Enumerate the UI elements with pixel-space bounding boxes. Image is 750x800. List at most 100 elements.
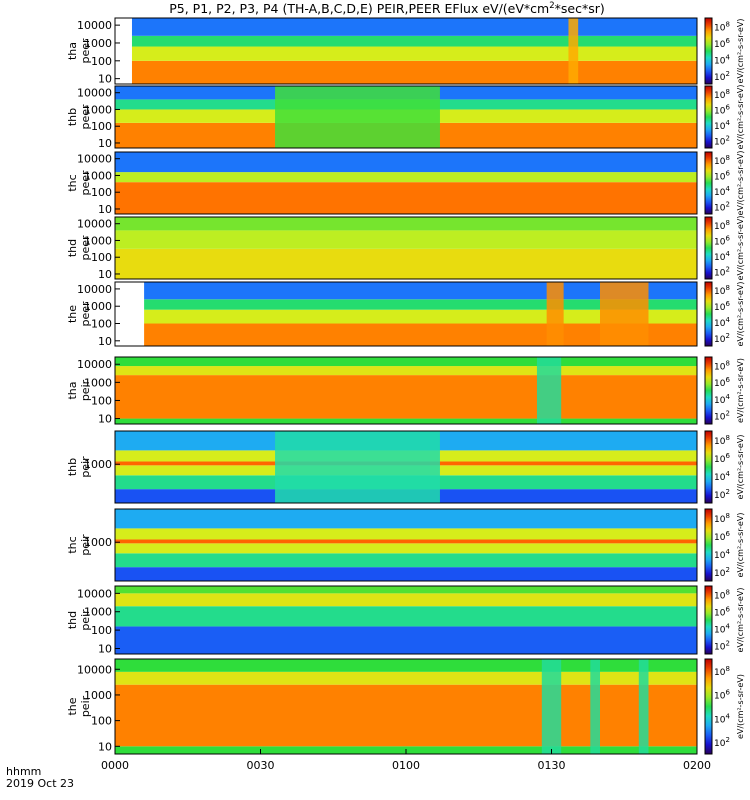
ytick-label: 100 xyxy=(91,55,112,68)
colorbar-tick-label: 104 xyxy=(714,712,730,725)
flux-band xyxy=(115,606,697,627)
ytick-label: 10 xyxy=(98,203,112,216)
colorbar-tick-label: 102 xyxy=(714,736,730,749)
panel-frame xyxy=(114,356,698,425)
ytick-label: 10000 xyxy=(77,663,112,676)
colorbar-tick-label: 108 xyxy=(714,512,730,525)
flux-event xyxy=(590,659,600,754)
ytick-label: 100 xyxy=(91,715,112,728)
data-gap xyxy=(115,18,132,84)
colorbar-tick-label: 104 xyxy=(714,119,730,132)
colorbar-label: eV/(cm²-s-sr-eV) xyxy=(736,85,745,150)
colorbar-scale xyxy=(704,658,713,755)
colorbar-tick-label: 106 xyxy=(714,300,730,313)
colorbar-tick-label: 108 xyxy=(714,20,730,33)
colorbar-tick-label: 104 xyxy=(714,548,730,561)
colorbar-tick-label: 108 xyxy=(714,154,730,167)
colorbar-tick-label: 108 xyxy=(714,434,730,447)
ytick-label: 10000 xyxy=(77,283,112,296)
colorbar-label: eV/(cm²-s-sr-eV) xyxy=(736,358,745,423)
panel-spectrogram xyxy=(115,659,697,754)
colorbar-tick-label: 102 xyxy=(714,566,730,579)
colorbar-tick-label: 108 xyxy=(714,219,730,232)
colorbar-scale xyxy=(704,430,713,504)
panel-tha-peer: 10000 1000 100 10 tha peer 108 106 104 102 eV/(cm²… xyxy=(66,17,745,86)
panel-ylabel: thc peer xyxy=(66,170,92,196)
ytick-label: 1000 xyxy=(84,234,112,247)
probe-label: the xyxy=(66,305,79,323)
flux-band xyxy=(115,35,697,47)
panel-thb-peer: 10000 1000 100 10 thb peer 108 106 104 102 eV/(cm²… xyxy=(66,85,745,150)
flux-band xyxy=(115,553,697,568)
colorbar-label: eV/(cm²-s-sr-eV) xyxy=(736,151,745,216)
probe-label: tha xyxy=(66,381,79,399)
flux-band xyxy=(115,248,697,279)
colorbar-tick-label: 104 xyxy=(714,53,730,66)
colorbar-tick-label: 106 xyxy=(714,234,730,247)
flux-band xyxy=(115,626,697,654)
flux-band xyxy=(115,18,697,36)
colorbar-label: eV/(cm²-s-sr-eV) xyxy=(736,435,745,500)
species-label: peir xyxy=(79,695,92,717)
ytick-label: 10 xyxy=(98,335,112,348)
colorbar-tick-label: 102 xyxy=(714,410,730,423)
panel-ylabel: the peir xyxy=(66,695,92,717)
ytick-label: 10000 xyxy=(77,358,112,371)
colorbar-tick-label: 104 xyxy=(714,316,730,329)
colorbar-tick-label: 108 xyxy=(714,589,730,602)
flux-event xyxy=(275,431,440,503)
xlabel-date: 2019 Oct 23 xyxy=(6,777,74,790)
panel-ylabel: thd peir xyxy=(66,609,92,631)
colorbar-tick-label: 106 xyxy=(714,169,730,182)
flux-band xyxy=(115,152,697,173)
panel-spectrogram xyxy=(115,217,697,279)
ytick-label: 100 xyxy=(91,186,112,199)
colorbar-tick-label: 104 xyxy=(714,393,730,406)
colorbar-label: eV/(cm²-s-sr-eV) xyxy=(736,19,745,84)
colorbar-label: eV/(cm²-s-sr-eV) xyxy=(736,513,745,578)
panel-frame xyxy=(114,430,698,504)
flux-band xyxy=(115,528,697,540)
flux-band xyxy=(115,357,697,367)
ytick-label: 10 xyxy=(98,268,112,281)
ytick-label: 1000 xyxy=(84,169,112,182)
ytick-label: 100 xyxy=(91,120,112,133)
colorbar-label: eV/(cm²-s-sr-eV) xyxy=(736,588,745,653)
colorbar-scale xyxy=(704,85,713,149)
flux-band xyxy=(115,684,697,747)
ytick-label: 10 xyxy=(98,740,112,753)
panel-spectrogram xyxy=(115,282,697,346)
flux-band xyxy=(115,671,697,685)
ytick-label: 10000 xyxy=(77,587,112,600)
colorbar-tick-label: 106 xyxy=(714,376,730,389)
panel-ylabel: thc peir xyxy=(66,534,92,556)
probe-label: thb xyxy=(66,108,79,126)
flux-band xyxy=(115,60,697,84)
figure-title: P5, P1, P2, P3, P4 (TH-A,B,C,D,E) PEIR,P… xyxy=(169,1,605,16)
probe-label: thc xyxy=(66,174,79,191)
colorbar: 108 106 104 102 eV/(cm²-s-sr-eV) xyxy=(704,658,745,755)
ytick-label: 1000 xyxy=(84,300,112,313)
panel-ylabel: the peer xyxy=(66,301,92,327)
panel-ylabel: thb peir xyxy=(66,456,92,478)
panel-spectrogram xyxy=(115,586,697,654)
flux-band xyxy=(115,659,697,672)
ytick-label: 1000 xyxy=(84,376,112,389)
colorbar: 108 106 104 102 eV/(cm²-s-sr-eV) xyxy=(704,17,745,85)
colorbar-tick-label: 106 xyxy=(714,103,730,116)
panel-spectrogram xyxy=(115,152,697,214)
ytick-label: 100 xyxy=(91,394,112,407)
colorbar-tick-label: 104 xyxy=(714,250,730,263)
flux-band xyxy=(115,586,697,594)
panel-frame xyxy=(114,151,698,215)
panel-frame xyxy=(114,85,698,149)
colorbar-scale xyxy=(704,281,713,347)
title-suffix: *sec*sr) xyxy=(555,1,605,16)
ytick-label: 10 xyxy=(98,73,112,86)
ytick-label: 10000 xyxy=(77,218,112,231)
species-label: peir xyxy=(79,609,92,631)
panel-frame xyxy=(114,216,698,280)
xtick-label: 0100 xyxy=(392,759,420,772)
